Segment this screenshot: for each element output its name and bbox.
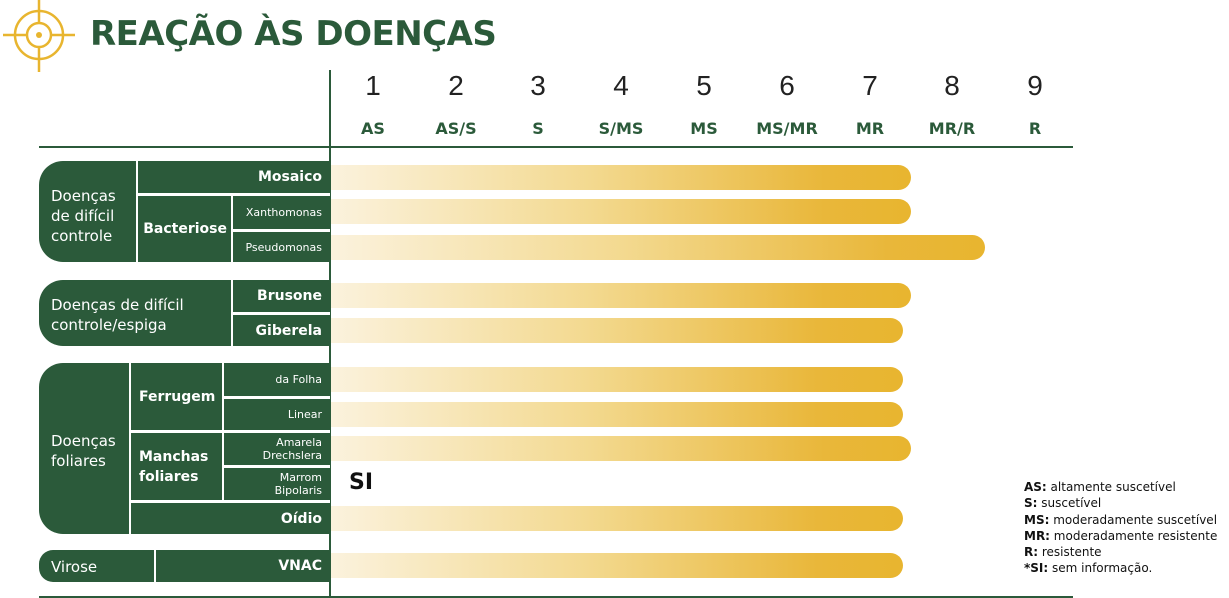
group-label: Doenças de difícil controle [51,187,116,245]
scale-number: 6 [779,70,795,101]
row-label-brusone: Brusone [233,280,330,312]
axis-line [329,70,331,597]
scale-number: 8 [944,70,960,101]
separator [131,500,330,503]
scale-code: MR/R [928,119,976,138]
scale-number: 9 [1027,70,1043,101]
scale-code: MS/MR [756,119,818,138]
scale-code: R [1028,119,1042,138]
crosshair-target-icon [3,0,75,72]
scale-code: S [532,119,544,138]
legend-item: R: resistente [1024,545,1102,560]
separator [224,465,330,468]
legend-item: MR: moderadamente resistente [1024,528,1218,543]
bar-brusone [331,283,911,308]
row-label-pseudomonas: Pseudomonas [233,232,330,262]
separator [233,229,330,232]
legend: AS: altamente suscetível S: suscetível M… [1024,479,1217,577]
no-information-label: SI [349,470,374,495]
scale-number: 3 [530,70,546,101]
scale-code: AS/S [435,119,477,138]
header-divider [39,146,1073,148]
bar-amarela-drechslera [331,436,911,461]
group-label: Virose [51,558,98,576]
separator [138,193,330,196]
row-label-giberela: Giberela [233,315,330,346]
scale-code: S/MS [598,119,644,138]
separator [224,396,330,399]
legend-item: MS: moderadamente suscetível [1024,512,1218,527]
bar-oídio [331,506,903,531]
scale-code: MR [855,119,885,138]
bar-mosaico [331,165,911,190]
legend-item: AS: altamente suscetível [1024,480,1176,494]
scale-number: 2 [448,70,464,101]
row-label-mosaico: Mosaico [138,161,330,193]
separator [222,363,224,500]
row-label-ferrugem-folha: da Folha [224,363,330,396]
group-label: Doenças foliares [51,432,116,470]
scale-code: MS [690,119,718,138]
scale-code: AS [361,119,385,138]
row-label-ferrugem-linear: Linear [224,399,330,430]
separator [231,196,233,262]
scale-number: 7 [862,70,878,101]
scale-number: 5 [696,70,712,101]
subgroup-ferrugem: Ferrugem [131,363,222,430]
group-label: Doenças de difícil controle/espiga [51,296,184,334]
row-label-mancha-marrom: Marrom Bipolaris [224,468,330,500]
scale-number: 1 [365,70,381,101]
row-label-oidio: Oídio [131,503,330,534]
row-label-vnac: VNAC [156,550,330,582]
bar-vnac [331,553,903,578]
legend-item: *SI: sem informação. [1024,561,1153,576]
scale-number: 4 [613,70,629,101]
bar-giberela [331,318,903,343]
row-label-mancha-amarela: Amarela Drechslera [224,433,330,465]
page-title: REAÇÃO ÀS DOENÇAS [90,14,497,54]
subgroup-bacteriose: Bacteriose [138,196,231,262]
separator [129,363,131,534]
legend-item: S: suscetível [1024,496,1102,511]
bar-linear [331,402,903,427]
separator [131,430,330,433]
separator [136,161,138,262]
separator [231,280,233,346]
bar-da-folha [331,367,903,392]
subgroup-manchas-foliares: Manchas foliares [131,433,222,500]
bar-xanthomonas [331,199,911,224]
row-label-xanthomonas: Xanthomonas [233,196,330,229]
separator [154,550,156,582]
bottom-divider [39,596,1073,598]
separator [233,312,330,315]
bar-pseudomonas [331,235,986,260]
